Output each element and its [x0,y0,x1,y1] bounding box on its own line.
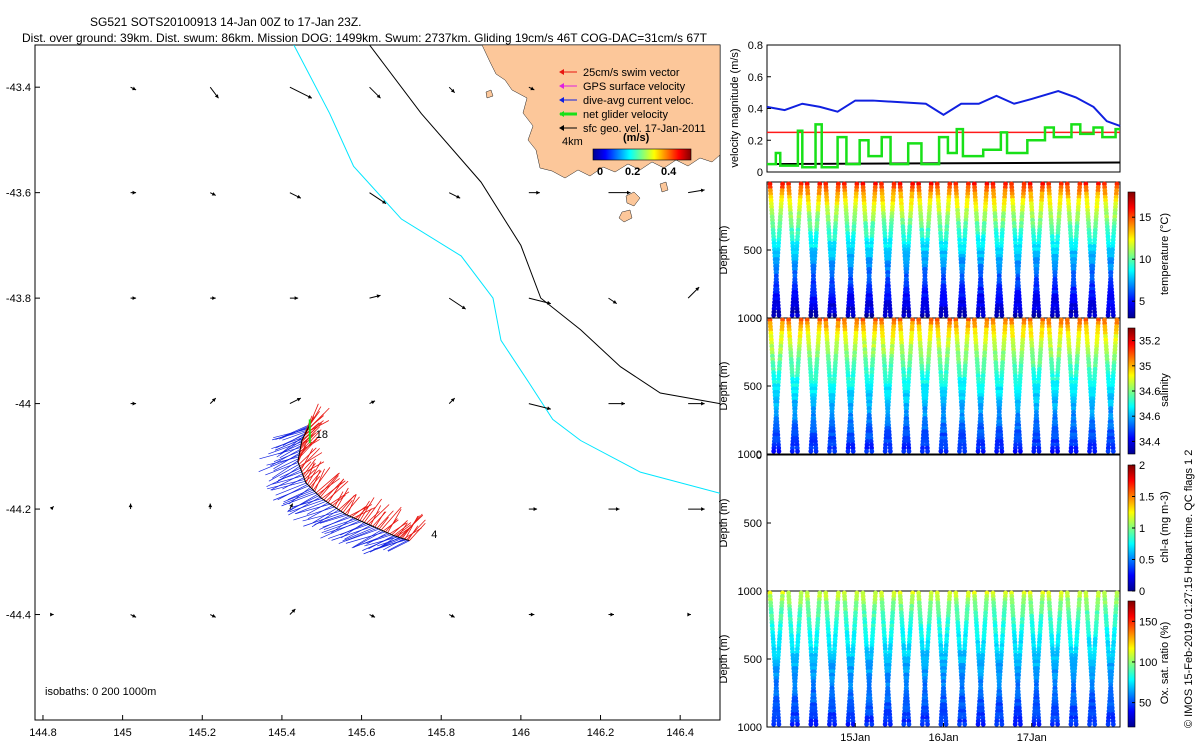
oxygen-y-tick: 1000 [738,722,762,734]
velocity-panel: 0 0.2 0.4 0.6 0.8 velocity magnitude (m/s) [729,40,1120,179]
legend-label: 25cm/s swim vector [583,67,680,79]
velocity-y-tick: 0.4 [748,104,763,116]
map-y-tick: -43.8 [6,293,31,305]
chlorophyll-frame [767,455,1120,591]
map-x-tick: 145.6 [348,727,376,739]
title-line-2: Dist. over ground: 39km. Dist. swum: 86k… [22,31,708,45]
legend-label: net glider velocity [583,109,668,121]
map-y-tick: -43.4 [6,82,31,94]
map-panel: 18 4 25cm/s swim vector GPS surface veloc… [6,45,720,739]
chlorophyll-colorbar-tick: 1 [1139,523,1145,535]
oxygen-colorbar-label: Ox. sat. ratio (%) [1159,622,1171,705]
chlorophyll-colorbar-tick: 0.5 [1139,555,1154,567]
time-x-tick: 17Jan [1017,732,1047,744]
chlorophyll-y-tick: 0 [756,450,762,462]
salinity-colorbar-tick: 35 [1139,361,1151,373]
chlorophyll-colorbar-label: chl-a (mg m-3) [1159,491,1171,563]
map-x-tick: 146 [512,727,530,739]
oxygen-colorbar-tick: 50 [1139,698,1151,710]
chlorophyll-y-tick: 500 [744,518,762,530]
velocity-y-tick: 0.2 [748,135,763,147]
temperature-colorbar-tick: 5 [1139,296,1145,308]
salinity-colorbar-label: salinity [1159,373,1171,407]
oxygen-colorbar-tick: 150 [1139,616,1157,628]
map-x-tick: 145 [113,727,131,739]
speed-colorbar-tick-1: 0.2 [625,166,640,178]
temperature-colorbar-tick: 15 [1139,212,1151,224]
chlorophyll-ylabel: Depth (m) [718,499,730,548]
colorbar-unit: (m/s) [623,132,650,144]
velocity-frame [767,45,1120,172]
title-line-1: SG521 SOTS20100913 14-Jan 00Z to 17-Jan … [90,15,362,29]
oxygen-colorbar-tick: 100 [1139,657,1157,669]
map-x-tick: 146.2 [587,727,615,739]
oxygen-y-tick: 500 [744,654,762,666]
speed-colorbar-tick-2: 0.4 [661,166,677,178]
chlorophyll-colorbar-tick: 2 [1139,460,1145,472]
velocity-y-tick: 0.6 [748,72,763,84]
temperature-y-tick: 500 [744,245,762,257]
annotation-dive-4: 4 [431,529,437,541]
temperature-colorbar [1128,192,1135,318]
oxygen-colorbar [1128,601,1135,727]
temperature-colorbar-label: temperature (°C) [1159,213,1171,295]
chlorophyll-y-tick: 1000 [738,586,762,598]
map-x-tick: 145.4 [268,727,296,739]
map-y-tick: -44 [15,399,31,411]
map-y-tick: -43.6 [6,188,31,200]
velocity-y-tick: 0.8 [748,40,763,52]
salinity-colorbar-tick: 35.2 [1139,336,1160,348]
map-x-tick: 144.8 [29,727,57,739]
salinity-y-tick: 0 [756,313,762,325]
salinity-colorbar-tick: 34.4 [1139,436,1160,448]
oxygen-ylabel: Depth (m) [718,635,730,684]
map-x-tick: 145.2 [189,727,217,739]
velocity-y-tick: 0 [757,167,763,179]
time-x-tick: 16Jan [929,732,959,744]
chlorophyll-colorbar-tick: 0 [1139,586,1145,598]
time-x-tick: 15Jan [840,732,870,744]
annotation-dive-18: 18 [316,429,328,441]
salinity-y-tick: 500 [744,381,762,393]
credit-text: © IMOS 15-Feb-2019 01:27:15 Hobart time.… [1183,450,1195,728]
speed-colorbar-tick-0: 0 [597,166,603,178]
salinity-colorbar-tick: 34.6 [1139,386,1160,398]
chlorophyll-panel: 0 500 1000 Depth (m) 0 0.5 1 1.5 2 chl-a (mg m-3) [718,450,1171,598]
temperature-ylabel: Depth (m) [718,226,730,275]
legend-scale-label: 4km [562,136,583,148]
salinity-colorbar-tick: 34.6 [1139,411,1160,423]
speed-colorbar [593,149,691,160]
map-x-tick: 145.8 [427,727,455,739]
velocity-ylabel: velocity magnitude (m/s) [729,48,741,167]
salinity-ylabel: Depth (m) [718,362,730,411]
map-y-tick: -44.4 [6,610,31,622]
map-y-tick: -44.2 [6,504,31,516]
isobaths-label: isobaths: 0 200 1000m [45,686,156,698]
legend-label: dive-avg current veloc. [583,95,694,107]
chlorophyll-colorbar-tick: 1.5 [1139,492,1154,504]
legend-label: GPS surface velocity [583,81,686,93]
temperature-colorbar-tick: 10 [1139,254,1151,266]
map-x-tick: 146.4 [666,727,694,739]
